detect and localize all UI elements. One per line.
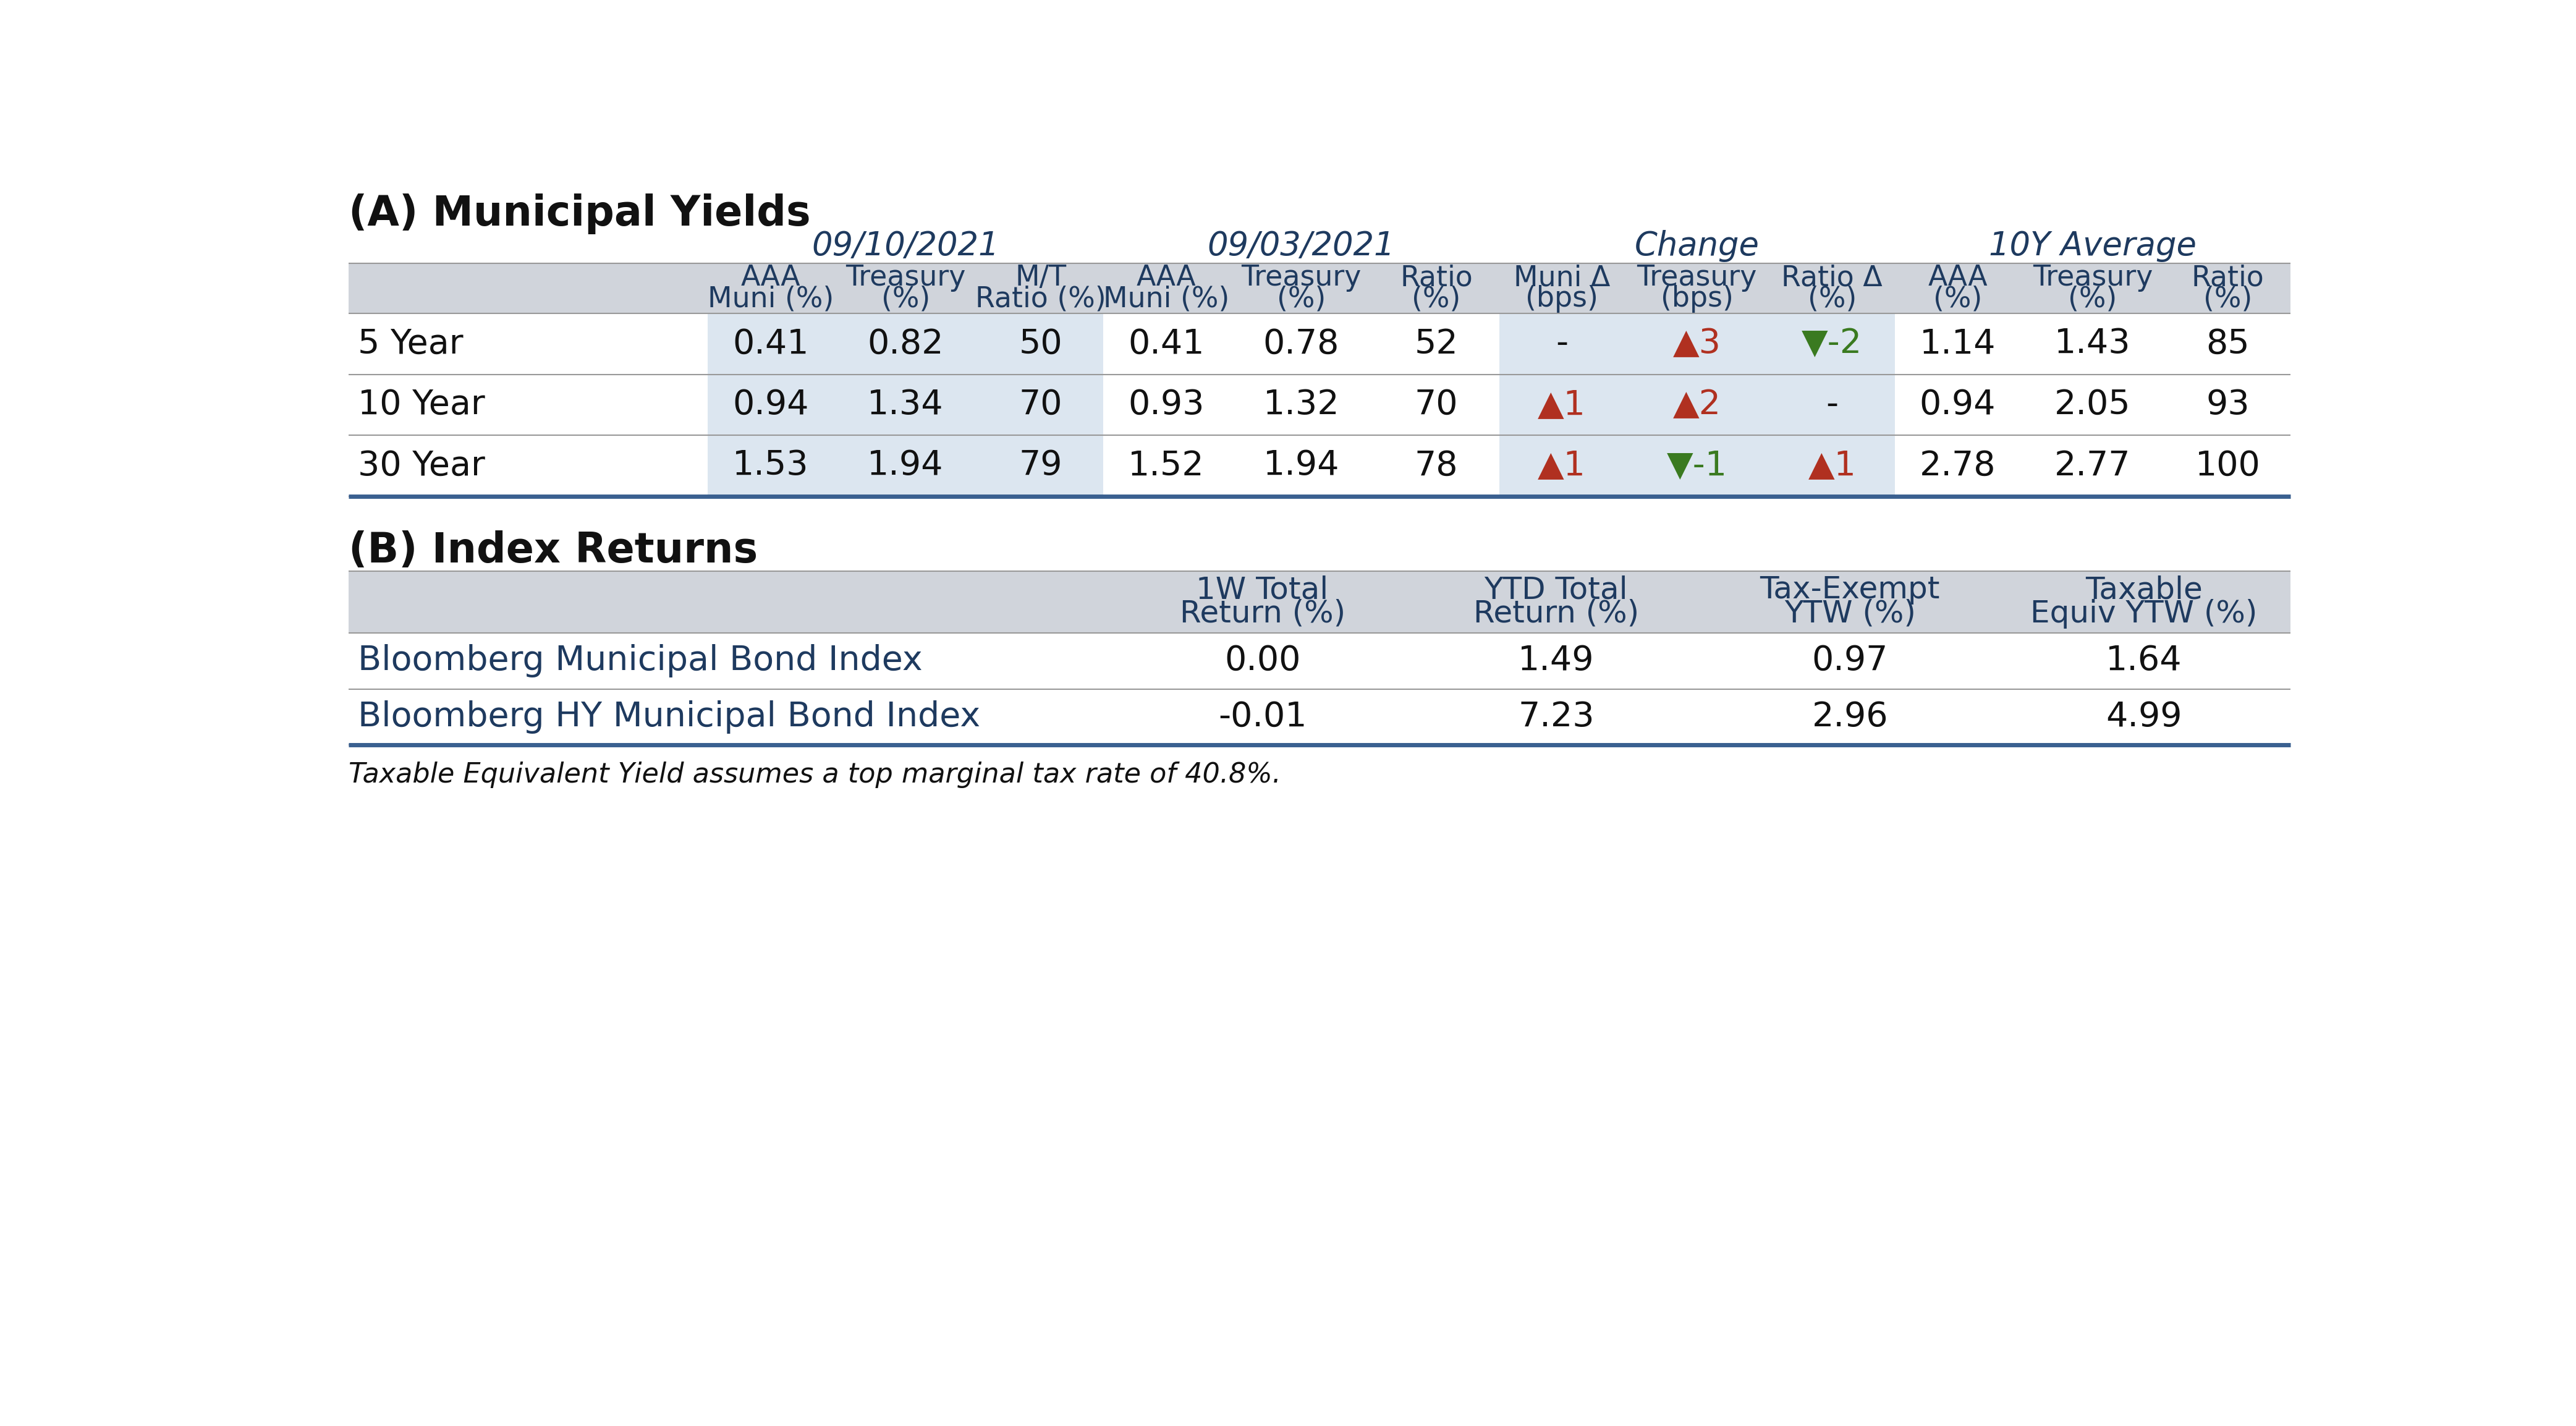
Text: 10Y Average: 10Y Average [1989, 230, 2197, 262]
Text: 1.14: 1.14 [1919, 327, 1996, 361]
Text: 0.41: 0.41 [1128, 327, 1206, 361]
Text: 0.78: 0.78 [1262, 327, 1340, 361]
Text: M/T: M/T [1015, 264, 1066, 292]
Text: 85: 85 [2205, 327, 2249, 361]
Text: (%): (%) [1278, 285, 1327, 312]
Bar [1103, 314, 1499, 496]
Text: Taxable Equivalent Yield assumes a top marginal tax rate of 40.8%.: Taxable Equivalent Yield assumes a top m… [348, 761, 1280, 789]
Text: 10 Year: 10 Year [358, 388, 484, 422]
Text: ▼-2: ▼-2 [1801, 327, 1862, 361]
Text: Ratio (%): Ratio (%) [976, 285, 1105, 312]
Text: Tax-Exempt: Tax-Exempt [1759, 575, 1940, 605]
Text: YTD Total: YTD Total [1484, 575, 1628, 605]
Text: 2.77: 2.77 [2056, 449, 2130, 482]
Text: 1.32: 1.32 [1262, 388, 1340, 422]
Text: 0.94: 0.94 [1919, 388, 1996, 422]
Text: (bps): (bps) [1662, 285, 1734, 312]
Text: (%): (%) [1808, 285, 1857, 312]
Text: AAA: AAA [1136, 264, 1195, 292]
Text: 2.96: 2.96 [1811, 700, 1888, 734]
Text: -: - [1556, 327, 1569, 361]
Text: 93: 93 [2205, 388, 2249, 422]
Text: Bloomberg HY Municipal Bond Index: Bloomberg HY Municipal Bond Index [358, 700, 981, 734]
Text: AAA: AAA [1927, 264, 1989, 292]
Text: 1.94: 1.94 [868, 449, 943, 482]
Text: AAA: AAA [742, 264, 801, 292]
Text: 5 Year: 5 Year [358, 327, 464, 361]
Text: 78: 78 [1414, 449, 1458, 482]
Text: 09/10/2021: 09/10/2021 [811, 230, 999, 262]
Text: Equiv YTW (%): Equiv YTW (%) [2030, 599, 2257, 629]
Bar [1896, 314, 2290, 496]
Text: Muni (%): Muni (%) [708, 285, 835, 312]
Text: Muni (%): Muni (%) [1103, 285, 1229, 312]
Text: 09/03/2021: 09/03/2021 [1208, 230, 1396, 262]
Text: (A) Municipal Yields: (A) Municipal Yields [348, 194, 811, 234]
Text: 1.64: 1.64 [2105, 645, 2182, 677]
Text: ▲2: ▲2 [1672, 388, 1721, 422]
Text: Ratio: Ratio [1399, 264, 1473, 292]
Text: Taxable: Taxable [2084, 575, 2202, 605]
Text: 2.05: 2.05 [2056, 388, 2130, 422]
Bar [348, 570, 2290, 633]
Text: 7.23: 7.23 [1517, 700, 1595, 734]
Text: 70: 70 [1414, 388, 1458, 422]
Text: Muni Δ: Muni Δ [1515, 264, 1610, 292]
Text: ▲3: ▲3 [1672, 327, 1721, 361]
Text: 1.43: 1.43 [2056, 327, 2130, 361]
Text: Return (%): Return (%) [1473, 599, 1638, 629]
Bar [348, 264, 2290, 314]
Text: 0.93: 0.93 [1128, 388, 1206, 422]
Text: (%): (%) [2202, 285, 2251, 312]
Text: Treasury: Treasury [1636, 264, 1757, 292]
Text: ▲1: ▲1 [1538, 449, 1587, 482]
Text: 100: 100 [2195, 449, 2262, 482]
Bar [1499, 314, 1896, 496]
Text: Treasury: Treasury [1242, 264, 1360, 292]
Text: 0.97: 0.97 [1811, 645, 1888, 677]
Text: (%): (%) [1412, 285, 1461, 312]
Text: 4.99: 4.99 [2105, 700, 2182, 734]
Text: -0.01: -0.01 [1218, 700, 1306, 734]
Text: ▲1: ▲1 [1538, 388, 1587, 422]
Text: 1.53: 1.53 [732, 449, 809, 482]
Text: Ratio: Ratio [2192, 264, 2264, 292]
Text: 1.49: 1.49 [1517, 645, 1595, 677]
Text: 1.52: 1.52 [1128, 449, 1206, 482]
Text: 50: 50 [1018, 327, 1061, 361]
Text: (%): (%) [1932, 285, 1981, 312]
Text: -: - [1826, 388, 1839, 422]
Text: Return (%): Return (%) [1180, 599, 1345, 629]
Text: 79: 79 [1018, 449, 1061, 482]
Text: Treasury: Treasury [2032, 264, 2154, 292]
Text: (B) Index Returns: (B) Index Returns [348, 530, 757, 572]
Text: Ratio Δ: Ratio Δ [1783, 264, 1883, 292]
Bar [708, 314, 1103, 496]
Bar [348, 633, 2290, 689]
Text: Bloomberg Municipal Bond Index: Bloomberg Municipal Bond Index [358, 645, 922, 677]
Text: 70: 70 [1018, 388, 1061, 422]
Text: 1W Total: 1W Total [1195, 575, 1329, 605]
Text: 0.94: 0.94 [732, 388, 809, 422]
Text: 2.78: 2.78 [1919, 449, 1996, 482]
Text: YTW (%): YTW (%) [1785, 599, 1917, 629]
Text: (bps): (bps) [1525, 285, 1597, 312]
Text: 30 Year: 30 Year [358, 449, 484, 482]
Text: 1.34: 1.34 [868, 388, 943, 422]
Text: 0.00: 0.00 [1224, 645, 1301, 677]
Text: 0.41: 0.41 [732, 327, 809, 361]
Text: (%): (%) [881, 285, 930, 312]
Text: ▼-1: ▼-1 [1667, 449, 1728, 482]
Text: 52: 52 [1414, 327, 1458, 361]
Text: Treasury: Treasury [845, 264, 966, 292]
Text: 0.82: 0.82 [868, 327, 943, 361]
Text: Change: Change [1636, 230, 1759, 262]
Text: (%): (%) [2069, 285, 2117, 312]
Text: 1.94: 1.94 [1262, 449, 1340, 482]
Text: ▲1: ▲1 [1808, 449, 1857, 482]
Bar [348, 689, 2290, 746]
